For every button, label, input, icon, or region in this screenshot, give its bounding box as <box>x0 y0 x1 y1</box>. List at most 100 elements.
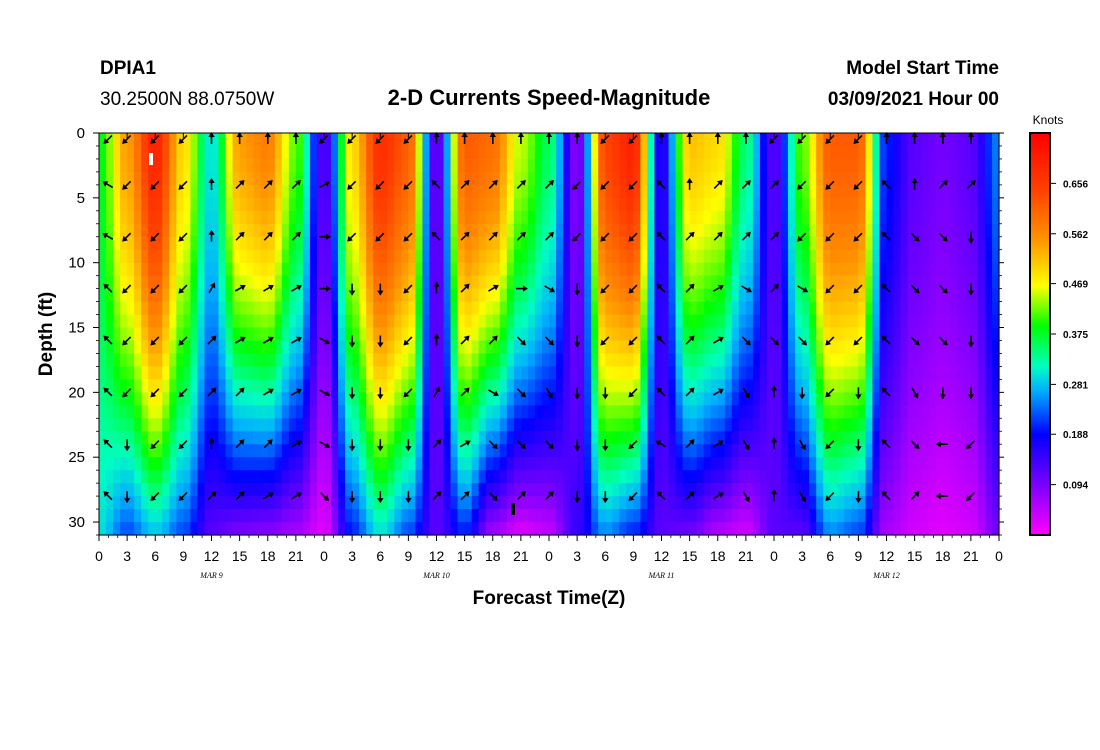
heatmap-cell <box>731 392 740 406</box>
heatmap-cell <box>647 145 656 160</box>
heatmap-cell <box>661 223 670 238</box>
heatmap-cell <box>795 444 803 458</box>
heatmap-cell <box>366 236 374 251</box>
heatmap-cell <box>274 236 283 251</box>
heatmap-cell <box>99 210 107 225</box>
heatmap-cell <box>281 418 290 432</box>
heatmap-cell <box>295 210 304 225</box>
heatmap-cell <box>970 353 979 368</box>
heatmap-cell <box>190 288 199 303</box>
heatmap-cell <box>478 340 487 355</box>
heatmap-cell <box>309 236 318 251</box>
heatmap-cell <box>577 431 585 445</box>
heatmap-cell <box>485 288 494 303</box>
heatmap-cell <box>345 457 353 471</box>
heatmap-cell <box>696 457 705 471</box>
heatmap-cell <box>492 145 501 160</box>
current-arrow <box>122 232 132 242</box>
heatmap-cell <box>169 133 177 147</box>
heatmap-cell <box>717 392 726 406</box>
heatmap-cell <box>766 262 775 277</box>
heatmap-cell <box>436 340 445 355</box>
heatmap-cell <box>640 327 649 342</box>
heatmap-cell <box>408 496 417 510</box>
heatmap-cell <box>260 353 269 368</box>
heatmap-cell <box>549 366 557 380</box>
current-arrow <box>460 179 470 190</box>
heatmap-cell <box>795 145 803 160</box>
heatmap-cell <box>232 483 241 497</box>
heatmap-cell <box>506 210 515 225</box>
heatmap-cell <box>499 509 508 523</box>
heatmap-cell <box>506 301 515 316</box>
heatmap-cell <box>675 366 684 380</box>
heatmap-cell <box>324 275 332 290</box>
current-arrow <box>713 336 724 344</box>
heatmap-cell <box>928 444 937 458</box>
heatmap-cell <box>991 133 1000 147</box>
heatmap-cell <box>774 236 782 251</box>
heatmap-cell <box>527 145 536 160</box>
heatmap-cell <box>907 197 916 212</box>
heatmap-cell <box>478 158 487 173</box>
heatmap-cell <box>689 275 698 290</box>
heatmap-cell <box>176 301 184 316</box>
heatmap-cell <box>345 405 353 419</box>
heatmap-cell <box>689 223 698 238</box>
heatmap-cell <box>190 457 199 471</box>
heatmap-cell <box>324 340 332 355</box>
heatmap-cell <box>858 418 867 432</box>
heatmap-cell <box>436 262 445 277</box>
heatmap-cell <box>830 223 838 238</box>
current-arrow <box>853 180 863 190</box>
current-arrow <box>881 231 891 241</box>
heatmap-cell <box>696 236 705 251</box>
heatmap-cell <box>584 509 592 523</box>
heatmap-cell <box>324 301 332 316</box>
heatmap-cell <box>471 275 480 290</box>
heatmap-cell <box>541 327 550 342</box>
heatmap-cell <box>183 327 192 342</box>
heatmap-cell <box>534 314 543 329</box>
heatmap-cell <box>556 133 564 147</box>
heatmap-cell <box>211 223 220 238</box>
heatmap-cell <box>647 405 656 419</box>
heatmap-cell <box>204 353 213 368</box>
heatmap-cell <box>506 158 515 173</box>
heatmap-cell <box>485 340 494 355</box>
heatmap-cell <box>345 171 353 186</box>
heatmap-cell <box>113 223 121 238</box>
heatmap-cell <box>774 470 782 484</box>
heatmap-cell <box>127 327 135 342</box>
heatmap-cell <box>148 236 156 251</box>
heatmap-cell <box>865 431 874 445</box>
colorbar-tick-label: 0.094 <box>1063 481 1088 492</box>
heatmap-cell <box>253 431 262 445</box>
heatmap-cell <box>710 223 719 238</box>
heatmap-cell <box>977 327 986 342</box>
current-arrow <box>102 181 114 189</box>
heatmap-cell <box>935 405 944 419</box>
heatmap-cell <box>394 509 402 523</box>
heatmap-cell <box>675 197 684 212</box>
heatmap-cell <box>239 418 248 432</box>
heatmap-cell <box>302 262 311 277</box>
heatmap-cell <box>295 314 304 329</box>
heatmap-cell <box>647 366 656 380</box>
heatmap-cell <box>570 444 578 458</box>
heatmap-cell <box>984 262 993 277</box>
heatmap-cell <box>366 301 374 316</box>
heatmap-cell <box>991 522 1000 536</box>
heatmap-cell <box>802 249 810 264</box>
heatmap-cell <box>457 405 466 419</box>
current-arrow <box>235 439 245 449</box>
heatmap-cell <box>598 496 606 510</box>
heatmap-cell <box>956 457 965 471</box>
heatmap-cell <box>464 197 473 212</box>
heatmap-cell <box>710 158 719 173</box>
heatmap-cell <box>527 418 536 432</box>
heatmap-cell <box>991 366 1000 380</box>
heatmap-cell <box>682 133 691 147</box>
heatmap-cell <box>577 392 585 406</box>
heatmap-cell <box>935 366 944 380</box>
